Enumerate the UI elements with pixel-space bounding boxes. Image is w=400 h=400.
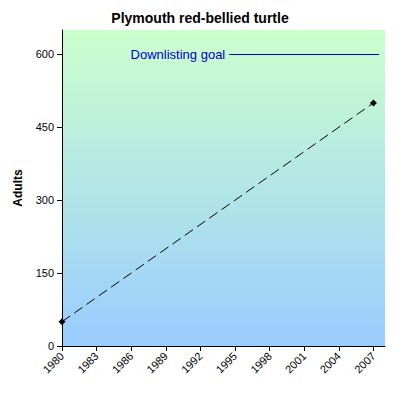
svg-text:0: 0 <box>48 340 54 352</box>
svg-text:1983: 1983 <box>75 350 101 376</box>
svg-text:150: 150 <box>36 267 54 279</box>
svg-text:Downlisting goal: Downlisting goal <box>131 47 226 62</box>
svg-text:1980: 1980 <box>40 350 66 376</box>
svg-text:300: 300 <box>36 194 54 206</box>
svg-text:1986: 1986 <box>110 350 136 376</box>
svg-text:1989: 1989 <box>144 350 170 376</box>
svg-text:1998: 1998 <box>248 350 274 376</box>
svg-text:2004: 2004 <box>317 350 343 376</box>
svg-text:1992: 1992 <box>179 350 205 376</box>
svg-text:600: 600 <box>36 48 54 60</box>
svg-text:Plymouth red-bellied turtle: Plymouth red-bellied turtle <box>111 10 289 26</box>
svg-text:2007: 2007 <box>352 350 378 376</box>
svg-text:1995: 1995 <box>214 350 240 376</box>
svg-text:2001: 2001 <box>283 350 309 376</box>
svg-text:450: 450 <box>36 121 54 133</box>
svg-text:Adults: Adults <box>11 169 25 207</box>
